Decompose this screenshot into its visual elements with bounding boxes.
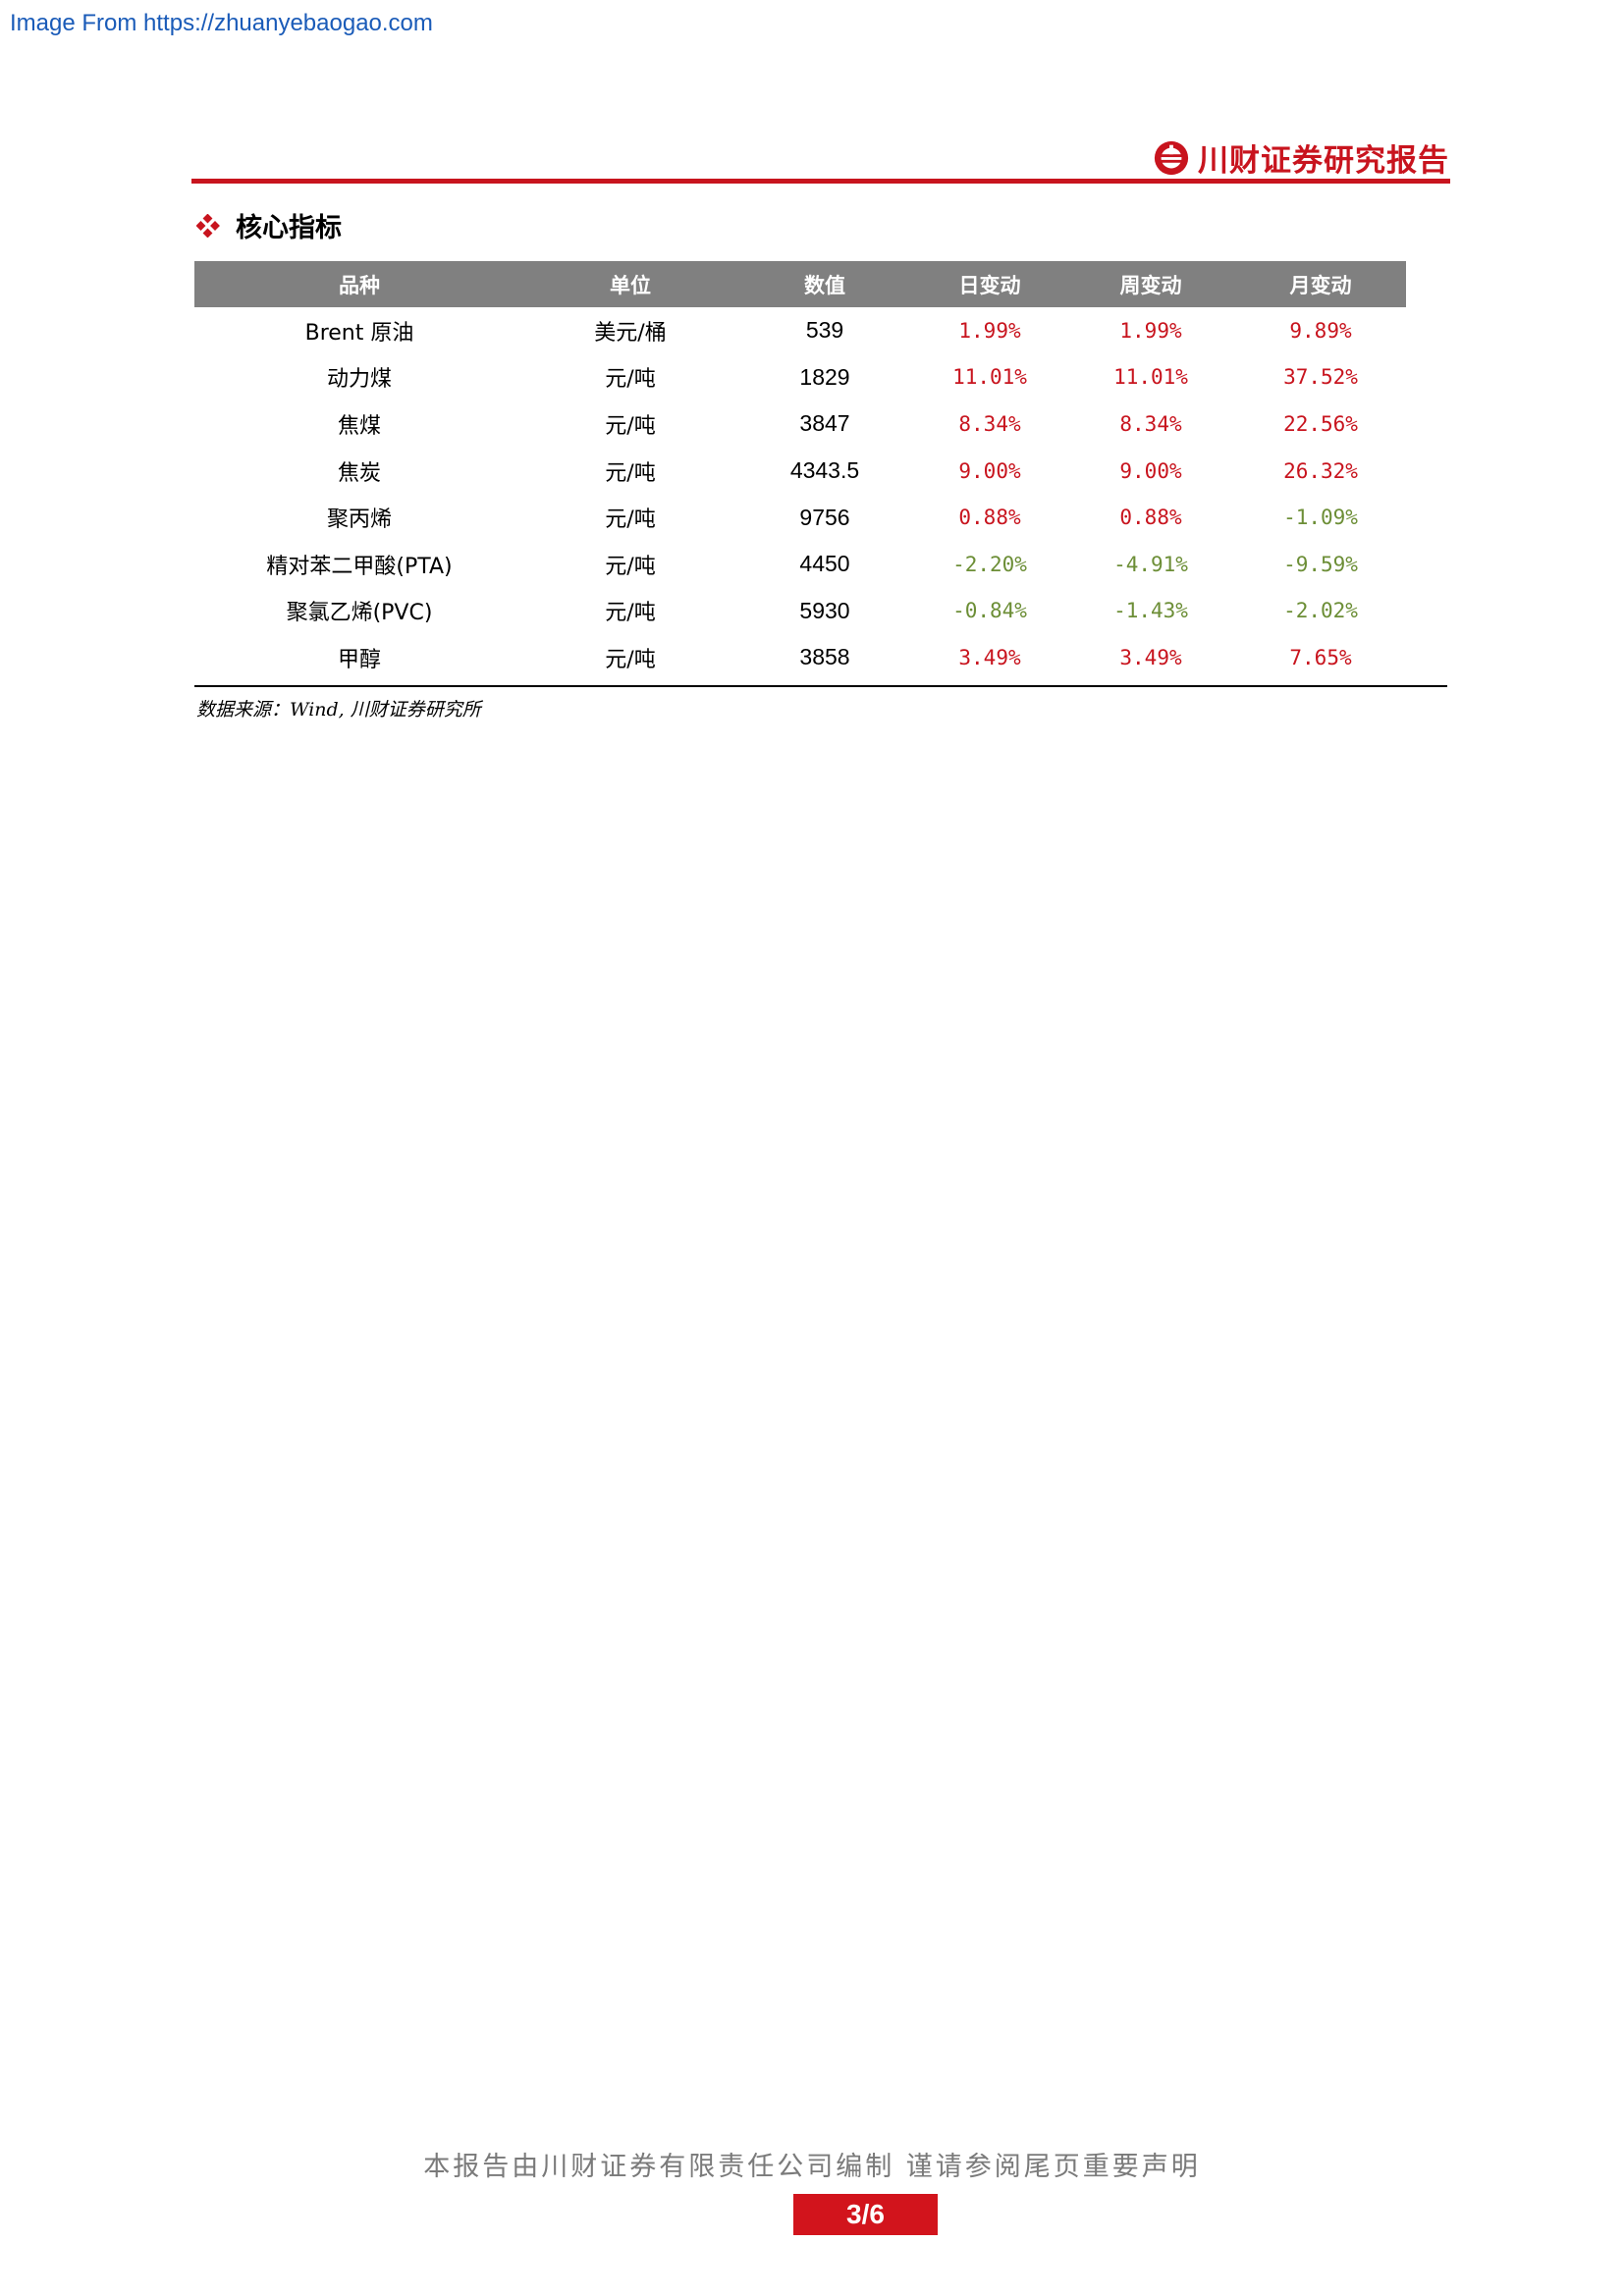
table-header-row: 品种 单位 数值 日变动 周变动 月变动 <box>194 261 1406 307</box>
table-row: 聚丙烯 元/吨 9756 0.88% 0.88% -1.09% <box>194 494 1406 541</box>
cell-unit: 元/吨 <box>605 601 656 626</box>
footer-disclaimer: 本报告由川财证券有限责任公司编制 谨请参阅尾页重要声明 <box>423 2152 1201 2182</box>
cell-value: 1829 <box>799 363 850 390</box>
page-number-badge: 3/6 <box>793 2194 938 2235</box>
cell-variety: 聚氯乙烯(PVC) <box>286 601 433 626</box>
section-title: 核心指标 <box>236 213 342 243</box>
header-cell-variety: 品种 <box>339 273 380 297</box>
cell-daily-change: 0.88% <box>958 506 1021 530</box>
cell-value: 4343.5 <box>789 457 860 484</box>
cell-unit: 元/吨 <box>605 367 656 393</box>
cell-daily-change: 8.34% <box>958 411 1021 436</box>
cell-variety: 焦煤 <box>337 413 381 439</box>
header-cell-unit: 单位 <box>610 273 651 297</box>
cell-variety: 聚丙烯 <box>326 507 392 533</box>
cell-unit: 美元/桶 <box>594 320 667 346</box>
cell-monthly-change: -2.02% <box>1283 599 1358 623</box>
cell-value: 3847 <box>799 410 850 437</box>
header-cell-monthly-change: 月变动 <box>1289 273 1352 297</box>
cell-unit: 元/吨 <box>605 413 656 439</box>
data-source-note: 数据来源：Wind, 川财证券研究所 <box>196 699 481 721</box>
cell-variety: 甲醇 <box>337 647 381 672</box>
cell-weekly-change: 0.88% <box>1119 506 1182 530</box>
cell-weekly-change: -1.43% <box>1113 599 1188 623</box>
cell-value: 539 <box>805 317 844 344</box>
cell-variety: Brent 原油 <box>304 320 414 346</box>
brand-name: 川财证券研究报告 <box>1198 143 1449 179</box>
cell-weekly-change: 1.99% <box>1119 318 1182 343</box>
cell-weekly-change: 3.49% <box>1119 645 1182 669</box>
table-body: Brent 原油 美元/桶 539 1.99% 1.99% 9.89% 动力煤 元/吨 1829… <box>194 307 1447 681</box>
cell-daily-change: -2.20% <box>952 552 1027 576</box>
table-row: 动力煤 元/吨 1829 11.01% 11.01% 37.52% <box>194 354 1406 401</box>
cell-monthly-change: 26.32% <box>1283 458 1358 483</box>
table-row: 焦煤 元/吨 3847 8.34% 8.34% 22.56% <box>194 400 1406 448</box>
cell-weekly-change: 9.00% <box>1119 458 1182 483</box>
cell-unit: 元/吨 <box>605 507 656 533</box>
cell-monthly-change: -1.09% <box>1283 506 1358 530</box>
cell-monthly-change: 7.65% <box>1289 645 1352 669</box>
table-row: 聚氯乙烯(PVC) 元/吨 5930 -0.84% -1.43% -2.02% <box>194 588 1406 635</box>
cell-variety: 焦炭 <box>337 460 381 486</box>
cell-value: 9756 <box>799 504 850 530</box>
cell-unit: 元/吨 <box>605 460 656 486</box>
table-row: 精对苯二甲酸(PTA) 元/吨 4450 -2.20% -4.91% -9.59% <box>194 541 1406 588</box>
core-indicators-table: 品种 单位 数值 日变动 周变动 月变动 Brent 原油 美元/桶 539 1.99… <box>194 261 1447 687</box>
table-bottom-rule <box>194 684 1447 687</box>
cell-weekly-change: 8.34% <box>1119 411 1182 436</box>
cell-monthly-change: -9.59% <box>1283 552 1358 576</box>
header-divider <box>191 179 1450 184</box>
diamond-bullet-icon <box>196 213 220 238</box>
cell-daily-change: -0.84% <box>952 599 1027 623</box>
cell-unit: 元/吨 <box>605 647 656 672</box>
cell-value: 4450 <box>799 551 850 577</box>
cell-value: 3858 <box>799 644 850 670</box>
chuancai-logo-icon <box>1154 140 1189 175</box>
table-row: 甲醇 元/吨 3858 3.49% 3.49% 7.65% <box>194 634 1406 681</box>
cell-value: 5930 <box>799 597 850 623</box>
table-row: Brent 原油 美元/桶 539 1.99% 1.99% 9.89% <box>194 307 1406 354</box>
cell-unit: 元/吨 <box>605 554 656 579</box>
cell-daily-change: 11.01% <box>952 365 1027 390</box>
cell-monthly-change: 22.56% <box>1283 411 1358 436</box>
cell-monthly-change: 9.89% <box>1289 318 1352 343</box>
cell-daily-change: 1.99% <box>958 318 1021 343</box>
cell-weekly-change: -4.91% <box>1113 552 1188 576</box>
watermark-link[interactable]: Image From https://zhuanyebaogao.com <box>10 10 433 36</box>
cell-daily-change: 9.00% <box>958 458 1021 483</box>
cell-weekly-change: 11.01% <box>1113 365 1188 390</box>
cell-variety: 动力煤 <box>326 367 392 393</box>
cell-variety: 精对苯二甲酸(PTA) <box>266 554 453 579</box>
table-row: 焦炭 元/吨 4343.5 9.00% 9.00% 26.32% <box>194 448 1406 495</box>
header-cell-weekly-change: 周变动 <box>1119 273 1182 297</box>
brand-header: 川财证券研究报告 <box>1153 135 1449 180</box>
header-cell-daily-change: 日变动 <box>958 273 1021 297</box>
cell-daily-change: 3.49% <box>958 645 1021 669</box>
cell-monthly-change: 37.52% <box>1283 365 1358 390</box>
header-cell-value: 数值 <box>804 273 845 297</box>
section-heading: 核心指标 <box>196 206 342 244</box>
